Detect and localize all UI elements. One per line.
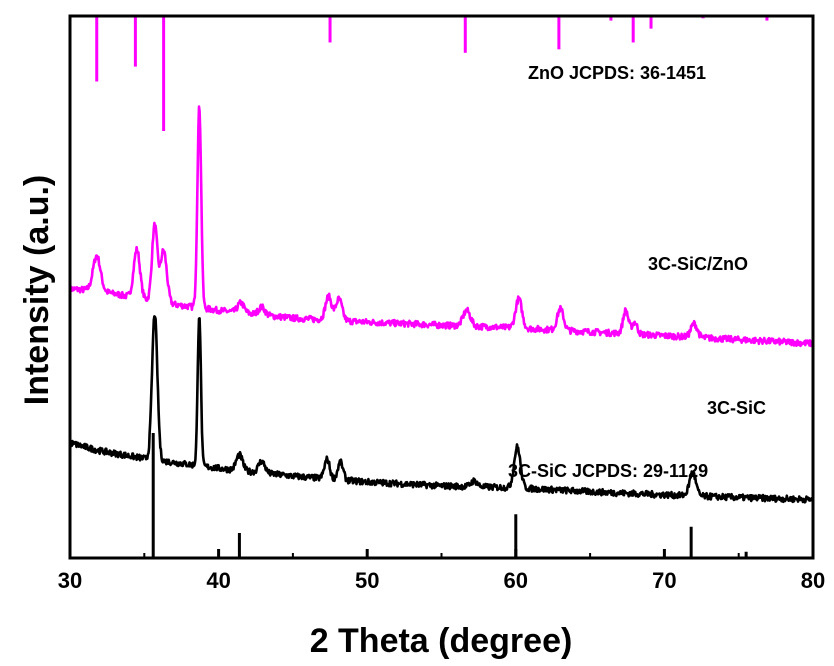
x-tick-label: 40 [206, 568, 230, 593]
x-tick-label: 50 [355, 568, 379, 593]
series-label-sic: 3C-SiC [707, 398, 766, 418]
diffraction-curves [68, 105, 814, 504]
sic-reference-label: 3C-SiC JCPDS: 29-1129 [508, 461, 708, 481]
x-tick-label: 70 [652, 568, 676, 593]
zno-reference-label: ZnO JCPDS: 36-1451 [528, 63, 706, 83]
x-tick-label: 80 [801, 568, 825, 593]
series-label-sic-zno: 3C-SiC/ZnO [648, 254, 748, 274]
sic-curve [69, 315, 814, 504]
sic-zno-curve [68, 105, 814, 348]
y-axis-title: Intensity (a.u.) [18, 175, 56, 405]
x-axis-ticks: 30 40 50 60 70 80 [58, 549, 825, 593]
x-tick-label: 30 [58, 568, 82, 593]
x-axis-title: 2 Theta (degree) [310, 622, 573, 660]
x-tick-label: 60 [504, 568, 528, 593]
